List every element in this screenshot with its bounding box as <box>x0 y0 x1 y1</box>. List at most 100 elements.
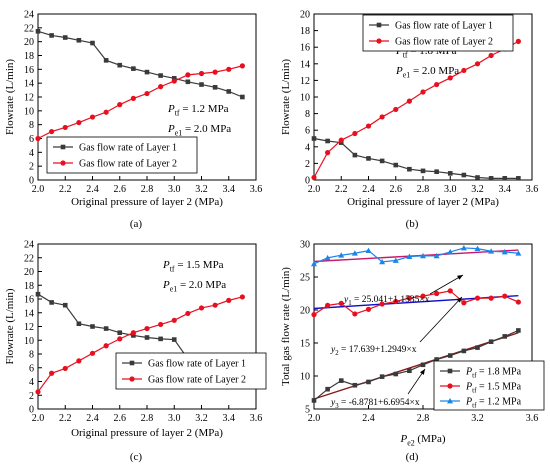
y-tick-label: 14 <box>300 59 310 70</box>
data-point <box>226 89 232 94</box>
legend-label: Gas flow rate of Layer 1 <box>148 359 246 370</box>
x-axis-label-text: (MPa) <box>415 433 446 445</box>
legend-marker <box>447 368 453 374</box>
data-point <box>420 293 426 299</box>
series-1 <box>311 328 521 403</box>
data-point <box>393 162 399 168</box>
chart-panel-c: 2.0 2.2 2.4 2.6 2.8 3.0 3.2 3.4 3.60246810121416… <box>4 240 267 463</box>
y-tick-label: 16 <box>24 295 34 306</box>
data-point <box>406 98 412 104</box>
y-axis-label: Total gas flow rate (L/min) <box>280 267 292 386</box>
data-point <box>420 252 426 259</box>
data-point <box>325 150 331 156</box>
legend: Gas flow rate of Layer 1 Gas flow rate of… <box>115 352 267 390</box>
condition-label-2-text: = 2.0 MPa <box>177 279 226 291</box>
y-tick-label: 2 <box>305 159 310 170</box>
legend: Gas flow rate of Layer 1 Gas flow rate of… <box>46 136 198 174</box>
x-tick-label: 3.6 <box>526 413 539 424</box>
data-point <box>130 95 136 101</box>
equation-arrowhead <box>419 369 425 375</box>
condition-label-2: Pe1 = 2.0 MPa <box>167 123 231 137</box>
x-tick-label: 3.2 <box>471 184 484 195</box>
data-point <box>90 40 95 46</box>
data-point <box>199 82 204 87</box>
data-point <box>311 174 317 181</box>
y-tick-label: 15 <box>300 339 310 350</box>
y-tick-label: 0 <box>29 405 34 416</box>
y-tick-label: 18 <box>24 281 34 292</box>
fit-line-1 <box>313 332 519 400</box>
data-point <box>158 336 163 342</box>
y-tick-label: 20 <box>24 37 34 48</box>
data-point <box>379 374 385 379</box>
data-point <box>501 248 508 255</box>
data-point <box>365 306 372 312</box>
series-line <box>37 296 243 393</box>
data-point <box>62 35 68 40</box>
y-tick-label: 20 <box>300 10 310 21</box>
condition-label-2-text: = 2.0 MPa <box>410 65 459 77</box>
data-point <box>89 114 96 120</box>
y-tick-label: 20 <box>24 267 34 278</box>
data-point <box>338 300 344 306</box>
y-tick-label: 10 <box>24 106 34 117</box>
data-point <box>62 365 68 372</box>
data-point <box>474 245 481 252</box>
data-point <box>488 248 495 254</box>
x-tick-label: 2.0 <box>308 413 321 424</box>
y-tick-label: 14 <box>24 308 34 319</box>
data-point <box>76 321 82 327</box>
data-point <box>158 73 163 78</box>
legend-marker <box>447 398 453 404</box>
data-point <box>515 38 521 44</box>
legend-label: Gas flow rate of Layer 1 <box>395 21 493 32</box>
legend-label-symbol: P <box>465 367 472 378</box>
condition-label-2-symbol: P <box>167 123 175 135</box>
data-point <box>379 301 385 307</box>
y-tick-label: 5 <box>305 405 310 416</box>
data-point <box>198 70 205 77</box>
data-point <box>338 252 345 258</box>
legend-marker <box>60 160 66 166</box>
equation-arrowhead <box>456 297 462 303</box>
legend-box <box>46 136 198 174</box>
data-point <box>338 137 344 143</box>
data-point <box>311 312 317 318</box>
y-tick-label: 10 <box>300 372 310 383</box>
data-point <box>212 85 218 90</box>
data-point <box>392 257 399 263</box>
x-tick-label: 3.2 <box>471 413 484 424</box>
data-point <box>447 171 453 176</box>
x-tick-label: 3.6 <box>250 184 263 195</box>
y-tick-label: 12 <box>24 93 34 104</box>
chart-panel-a: 2.0 2.2 2.4 2.6 2.8 3.0 3.2 3.4 3.60246810121416… <box>4 10 262 231</box>
data-point <box>117 102 123 108</box>
data-point <box>144 69 150 75</box>
y-tick-label: 2 <box>29 391 34 402</box>
x-tick-label: 3.2 <box>195 184 208 195</box>
x-axis-label-symbol: P <box>399 433 407 445</box>
legend-label-subscript: tf <box>472 387 477 395</box>
y-tick-label: 4 <box>305 142 310 153</box>
panel-label: (b) <box>406 218 419 230</box>
x-tick-label: 2.6 <box>114 184 127 195</box>
data-point <box>502 176 508 181</box>
data-point <box>406 295 412 301</box>
legend-label-subscript: tf <box>472 372 477 380</box>
data-point <box>488 339 494 344</box>
data-point <box>325 386 330 392</box>
condition-label-2-subscript: e1 <box>175 128 183 137</box>
condition-label-2: Pe1 = 2.0 MPa <box>162 279 226 293</box>
data-point <box>393 106 399 113</box>
y-tick-label: 22 <box>24 23 34 34</box>
legend-label: Ptf = 1.8 MPa <box>465 367 522 380</box>
panel-label: (a) <box>130 218 143 230</box>
data-point <box>171 337 177 342</box>
series-line <box>37 30 243 98</box>
data-point <box>103 343 109 349</box>
x-axis-label: Original pressure of layer 2 (MPa) <box>71 427 223 439</box>
series-line <box>313 137 519 179</box>
fit-equation-2: y2 = 17.639+1.2949×x <box>330 345 417 357</box>
series-line <box>313 329 519 401</box>
data-point <box>352 130 358 137</box>
